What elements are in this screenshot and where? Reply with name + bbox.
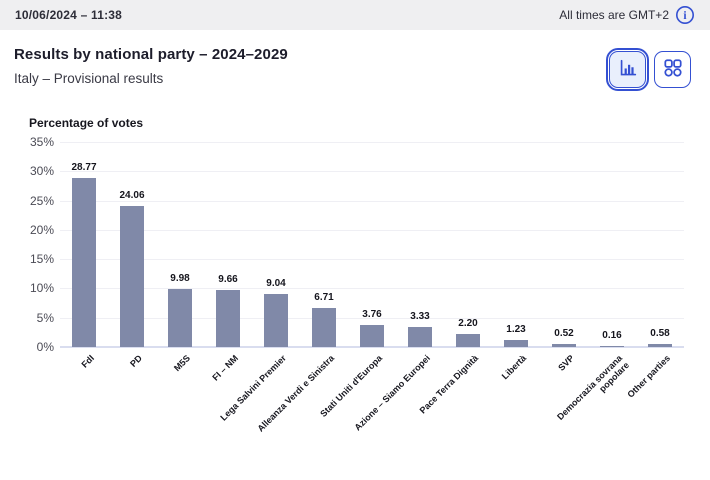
y-tick-label: 25% — [29, 193, 54, 208]
bar-chart-icon — [617, 57, 639, 82]
y-gridline — [60, 317, 684, 319]
bar-value-label: 9.66 — [218, 274, 238, 286]
header: Results by national party – 2024–2029 It… — [14, 46, 288, 86]
bar-value-label: 9.04 — [266, 278, 286, 290]
y-gridline — [60, 288, 684, 290]
x-axis-line — [60, 346, 684, 348]
bar-value-label: 2.20 — [458, 318, 478, 330]
bar-value-label: 3.33 — [410, 311, 430, 323]
chart-title: Percentage of votes — [29, 116, 144, 130]
view-toggle — [605, 47, 691, 92]
bar-value-label: 6.71 — [314, 291, 334, 303]
y-tick-label: 0% — [36, 340, 54, 354]
bar-value-label: 3.76 — [362, 308, 382, 320]
info-icon[interactable]: i — [675, 5, 695, 25]
topbar: 10/06/2024 – 11:38 All times are GMT+2 i — [0, 0, 710, 30]
chart-view-button[interactable] — [605, 47, 650, 92]
bar[interactable] — [216, 290, 240, 347]
svg-text:i: i — [683, 10, 687, 22]
bar[interactable] — [408, 327, 432, 347]
y-tick-label: 20% — [29, 222, 54, 237]
bar[interactable] — [120, 206, 144, 347]
y-gridline — [60, 200, 684, 202]
bar[interactable] — [552, 343, 576, 347]
bar[interactable] — [168, 288, 192, 347]
bar-value-label: 24.06 — [119, 190, 145, 202]
bar[interactable] — [600, 346, 624, 347]
y-tick-label: 5% — [36, 310, 54, 325]
bar-value-label: 0.16 — [602, 330, 622, 341]
bar[interactable] — [504, 339, 528, 347]
bar-value-label: 0.58 — [650, 327, 670, 339]
bar[interactable] — [360, 324, 384, 347]
y-gridline — [60, 259, 684, 261]
bar[interactable] — [456, 334, 480, 347]
y-gridline — [60, 142, 684, 143]
bar-value-label: 28.77 — [71, 162, 97, 174]
bar[interactable] — [648, 343, 672, 347]
y-tick-label: 35% — [29, 135, 54, 149]
y-tick-label: 10% — [29, 281, 54, 296]
datetime-label: 10/06/2024 – 11:38 — [15, 8, 123, 22]
y-tick-label: 30% — [29, 164, 54, 179]
page-title: Results by national party – 2024–2029 — [14, 46, 288, 63]
bar-value-label: 9.98 — [170, 272, 190, 284]
y-gridline — [60, 229, 684, 231]
page-subtitle: Italy – Provisional results — [14, 71, 164, 86]
y-gridline — [60, 171, 684, 173]
bar-value-label: 0.52 — [554, 327, 574, 339]
y-tick-label: 15% — [29, 252, 54, 267]
bar-value-label: 1.23 — [506, 323, 526, 335]
timezone-note: All times are GMT+2 — [559, 8, 669, 22]
bar[interactable] — [312, 307, 336, 347]
bar[interactable] — [72, 178, 96, 347]
timezone-area: All times are GMT+2 i — [559, 5, 695, 25]
bar[interactable] — [264, 294, 288, 347]
grid-view-button[interactable] — [654, 51, 691, 88]
grid-view-icon — [662, 57, 684, 82]
